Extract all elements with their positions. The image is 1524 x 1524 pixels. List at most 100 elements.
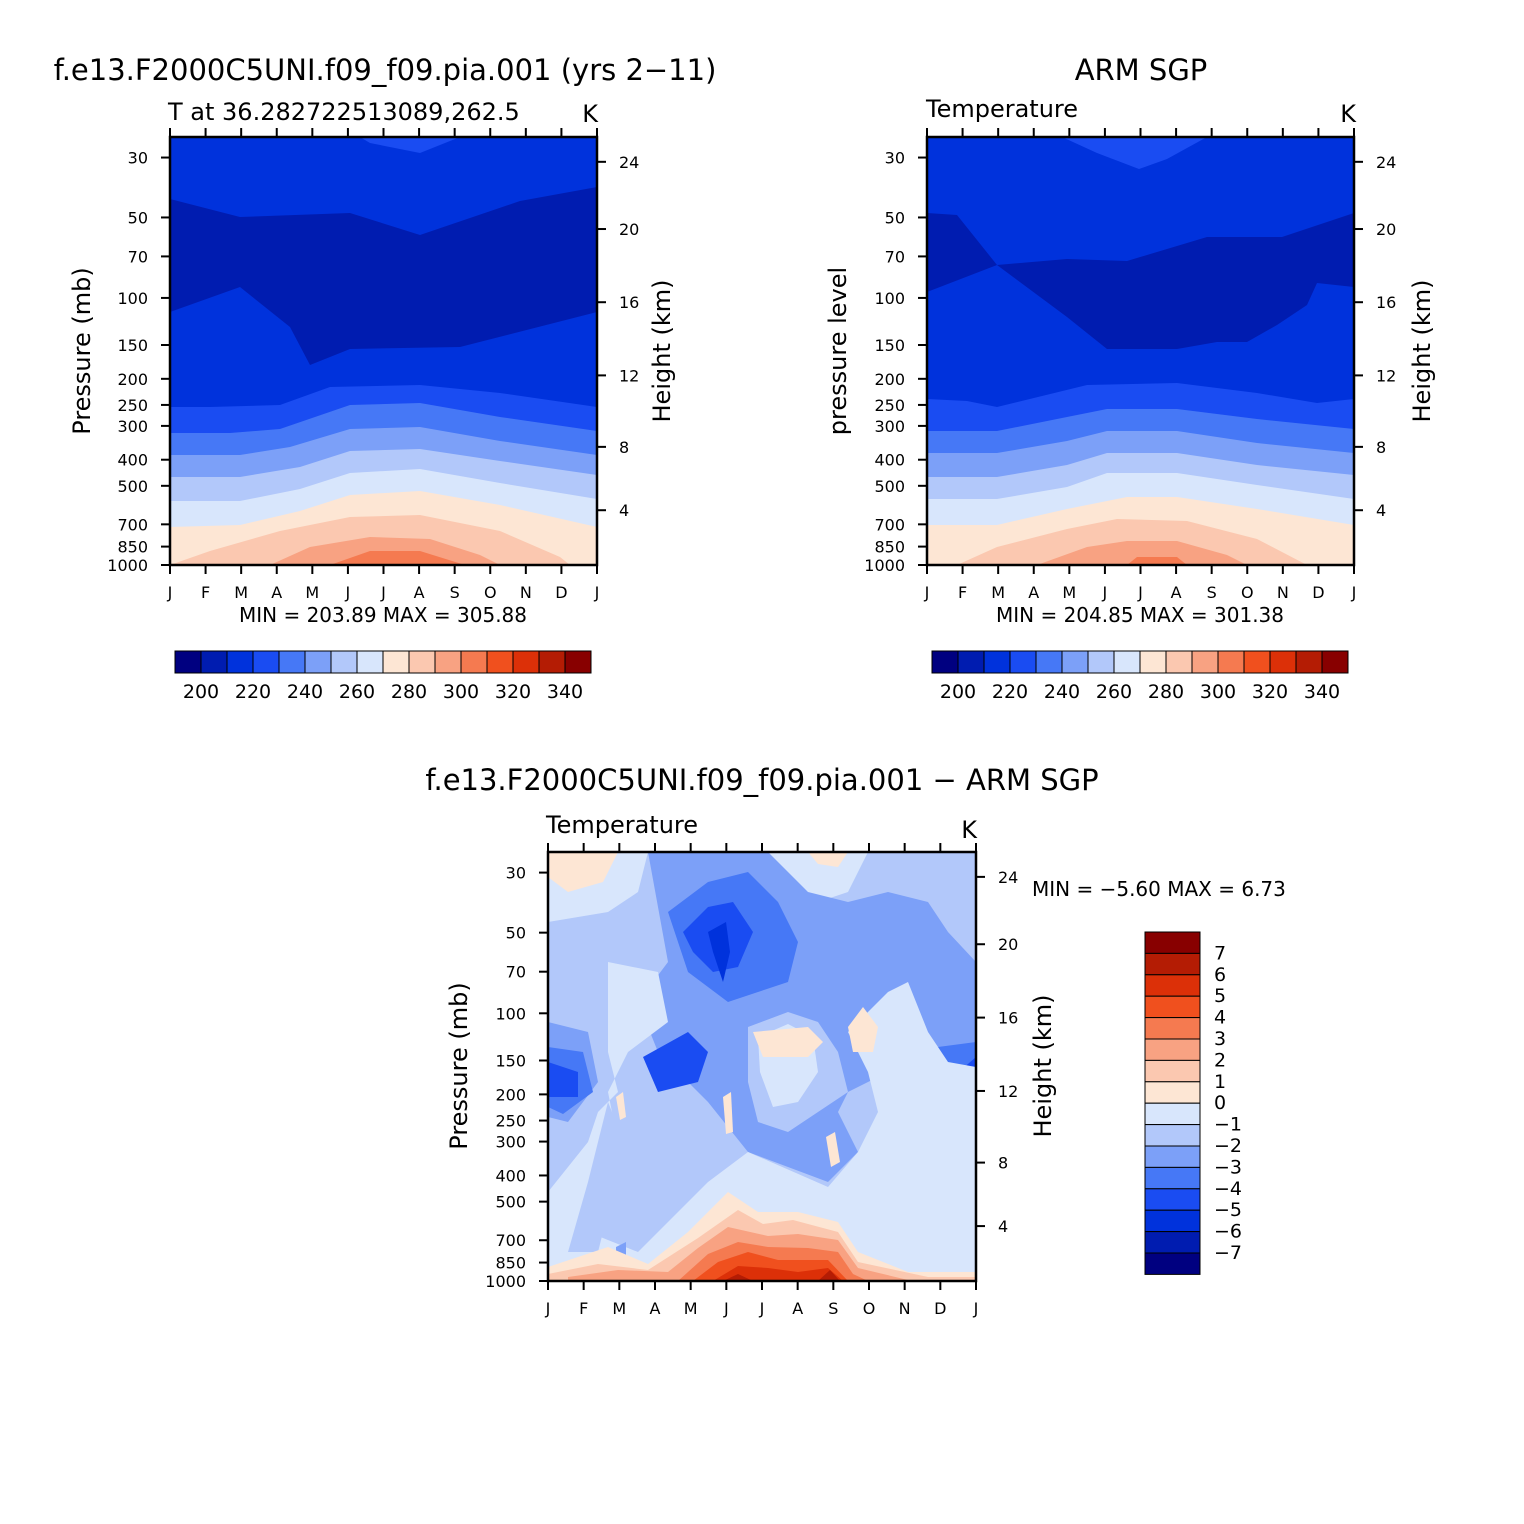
y2-axis-label: Height (km) (648, 280, 676, 423)
x-tick-label: M (991, 583, 1005, 602)
contour-band (713, 1266, 843, 1281)
y-tick-label: 400 (495, 1166, 526, 1185)
colorbar-box (408, 650, 436, 674)
x-tick-label: O (1241, 583, 1254, 602)
contour-band (808, 852, 848, 867)
colorbar-label: 240 (1044, 681, 1080, 703)
x-tick-label: J (545, 1299, 551, 1318)
colorbar: 200 220 240 260 280 300 320 340 (174, 650, 592, 703)
x-tick-label: A (271, 583, 282, 602)
contour-band (753, 1027, 823, 1057)
colorbar-box (382, 650, 410, 674)
y2-tick-label: 20 (1376, 220, 1396, 239)
y-tick-label: 1000 (864, 556, 905, 575)
y-tick-label: 70 (506, 963, 526, 982)
colorbar-box (512, 650, 540, 674)
colorbar-box (957, 650, 985, 674)
y-tick-label: 150 (495, 1051, 526, 1070)
y-tick-label: 70 (128, 247, 148, 266)
contour-band (768, 852, 868, 902)
y2-tick-label: 20 (998, 935, 1018, 954)
y-tick-label: 200 (117, 370, 148, 389)
y2-tick-label: 24 (1376, 153, 1396, 172)
colorbar-box (1144, 1038, 1201, 1061)
y2-axis-label: Height (km) (1029, 995, 1057, 1138)
contour-band (548, 1062, 578, 1097)
y-tick-label: 150 (874, 336, 905, 355)
colorbar: 200 220 240 260 280 300 320 340 (931, 650, 1349, 703)
panel-model: f.e13.F2000C5UNI.f09_f09.pia.001 (yrs 2−… (54, 53, 717, 703)
x-tick-label: S (450, 583, 460, 602)
colorbar-box (1144, 1017, 1201, 1040)
colorbar-box (1321, 650, 1349, 674)
colorbar-label: 280 (391, 681, 427, 703)
y-tick-label: 50 (128, 208, 148, 227)
colorbar-label: 280 (1148, 681, 1184, 703)
y-axis-label: Pressure (mb) (445, 982, 473, 1149)
colorbar-box (983, 650, 1011, 674)
y-tick-label: 250 (495, 1112, 526, 1131)
colorbar-box (1144, 1188, 1201, 1211)
x-tick-label: D (934, 1299, 946, 1318)
contour-band (848, 1007, 878, 1052)
contour-band (360, 137, 460, 153)
colorbar-label: −7 (1214, 1242, 1242, 1264)
x-tick-label: A (1028, 583, 1039, 602)
colorbar-box (1144, 1145, 1201, 1168)
colorbar-box (174, 650, 202, 674)
colorbar-box (1269, 650, 1297, 674)
panel-title: f.e13.F2000C5UNI.f09_f09.pia.001 − ARM S… (425, 763, 1098, 797)
x-tick-label: A (792, 1299, 803, 1318)
x-tick-label: J (380, 583, 386, 602)
colorbar-box (538, 650, 566, 674)
y2-tick-label: 12 (998, 1082, 1018, 1101)
colorbar-box (1191, 650, 1219, 674)
colorbar-box (1243, 650, 1271, 674)
x-tick-label: N (520, 583, 532, 602)
y2-tick-label: 4 (619, 501, 629, 520)
y2-tick-label: 8 (619, 438, 629, 457)
x-tick-label: F (201, 583, 210, 602)
units-label: K (1340, 100, 1357, 128)
min-max-stats: MIN = 203.89 MAX = 305.88 (239, 603, 527, 627)
min-max-stats: MIN = 204.85 MAX = 301.38 (996, 603, 1284, 627)
y-tick-label: 100 (495, 1004, 526, 1023)
colorbar-label: 260 (1096, 681, 1132, 703)
contour-band (548, 852, 618, 892)
y-tick-label: 1000 (107, 556, 148, 575)
contour-band (616, 1092, 626, 1120)
x-tick-label: J (723, 1299, 729, 1318)
y-tick-label: 300 (874, 417, 905, 436)
colorbar-label: 340 (1304, 681, 1340, 703)
colorbar-label: 200 (183, 681, 219, 703)
colorbar-box (252, 650, 280, 674)
colorbar-box (330, 650, 358, 674)
y-tick-label: 300 (117, 417, 148, 436)
colorbar-box (1139, 650, 1167, 674)
units-label: K (961, 816, 978, 844)
colorbar-box (1217, 650, 1245, 674)
y-tick-label: 1000 (485, 1272, 526, 1291)
y-tick-label: 250 (874, 396, 905, 415)
y-tick-label: 30 (885, 149, 905, 168)
colorbar-label: −4 (1214, 1178, 1242, 1200)
x-tick-label: F (579, 1299, 588, 1318)
x-tick-label: J (924, 583, 930, 602)
y2-tick-label: 8 (998, 1154, 1008, 1173)
y-tick-label: 850 (874, 538, 905, 557)
colorbar-box (460, 650, 488, 674)
x-tick-label: S (1207, 583, 1217, 602)
colorbar-box (278, 650, 306, 674)
y-tick-label: 700 (117, 515, 148, 534)
x-tick-label: A (1171, 583, 1182, 602)
panel-diff: f.e13.F2000C5UNI.f09_f09.pia.001 − ARM S… (425, 763, 1286, 1318)
colorbar-label: 320 (495, 681, 531, 703)
contour-band (1037, 541, 1247, 565)
colorbar-box (434, 650, 462, 674)
colorbar-label: −2 (1214, 1135, 1242, 1157)
contour-band (708, 922, 730, 982)
colorbar-label: 7 (1214, 942, 1226, 964)
x-tick-label: J (1102, 583, 1108, 602)
colorbar-label: −6 (1214, 1221, 1242, 1243)
